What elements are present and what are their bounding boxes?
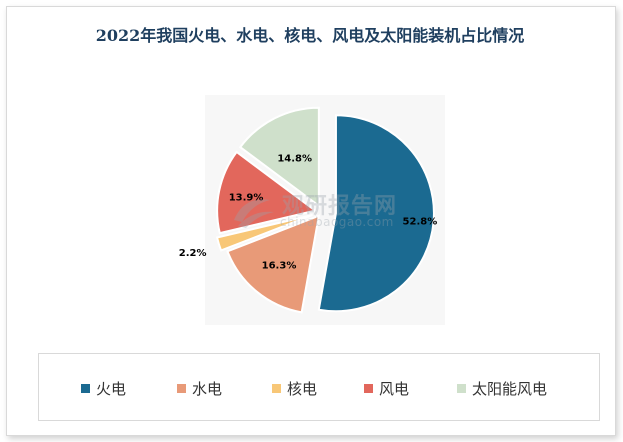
legend-swatch [364, 384, 373, 393]
watermark-url: chinabaogao.com [280, 215, 394, 229]
legend-label: 风电 [379, 380, 410, 398]
slice-data-label: 2.2% [179, 248, 207, 259]
slice-data-label: 52.8% [403, 217, 438, 228]
legend-label: 水电 [192, 380, 223, 398]
legend-swatch [177, 384, 186, 393]
legend-label: 核电 [287, 380, 318, 398]
legend-item-wind: 风电 [364, 378, 409, 399]
chart-legend: 火电 水电 核电 风电 太阳能风电 [38, 353, 600, 421]
legend-item-hydro: 水电 [177, 378, 222, 399]
pie-slice [215, 213, 313, 252]
pie-slice [238, 106, 320, 208]
slice-data-label: 13.9% [229, 192, 264, 203]
legend-swatch [81, 384, 90, 393]
legend-label: 火电 [96, 380, 127, 398]
pie-slice [317, 114, 435, 313]
pie-slice [226, 214, 321, 314]
slice-data-label: 16.3% [262, 260, 297, 271]
chart-title: 2022年我国火电、水电、核电、风电及太阳能装机占比情况 [95, 26, 525, 45]
legend-swatch [457, 384, 466, 393]
legend-item-thermal: 火电 [81, 378, 126, 399]
watermark-text: 观研报告网 [282, 194, 398, 219]
legend-swatch [272, 384, 281, 393]
slice-data-label: 14.8% [277, 154, 312, 165]
legend-label: 太阳能风电 [472, 380, 548, 398]
legend-item-solar: 太阳能风电 [457, 378, 547, 399]
legend-item-nuclear: 核电 [272, 378, 317, 399]
watermark-logo-icon [234, 199, 274, 228]
pie-slice [216, 150, 318, 235]
